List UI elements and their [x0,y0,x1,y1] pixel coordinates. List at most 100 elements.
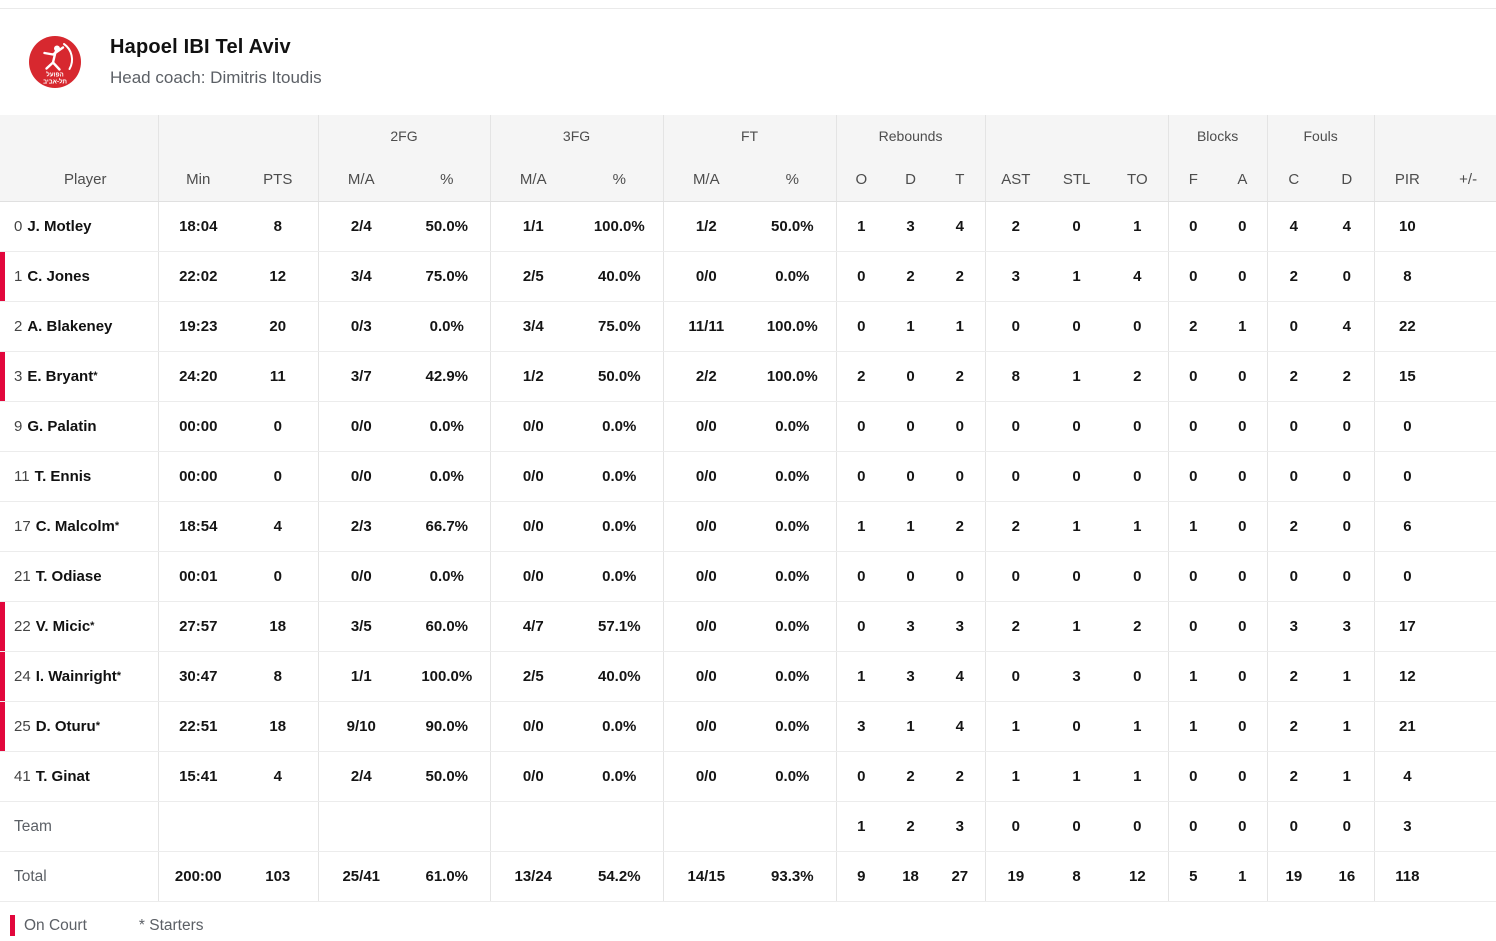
stat-blk-f: 1 [1168,701,1219,752]
stat-3fg-pct: 50.0% [576,351,664,402]
legend-on-court: On Court [24,916,87,934]
player-name: C. Malcolm [35,518,115,535]
stat-foul-c: 2 [1267,701,1321,752]
team-name: Hapoel IBI Tel Aviv [110,36,291,58]
team-header: הפועל תל-אביב Hapoel IBI Tel Aviv Head c… [0,9,1496,115]
stat-3fg-pct: 40.0% [576,651,664,702]
stat-reb-d: 1 [886,701,936,752]
stat-pir: 8 [1374,251,1441,302]
stat-blk-f: 0 [1168,551,1219,602]
stat-foul-d: 4 [1320,201,1375,252]
col-blk-a: A [1218,157,1268,202]
stat-plusminus [1440,801,1496,852]
stat-stl: 0 [1046,201,1108,252]
stat-to: 0 [1107,401,1169,452]
player-row: 11 T. Ennis 00:00 0 0/0 0.0% 0/0 0.0% 0/0 0.0% 0 0 0… [0,451,1496,502]
stat-reb-d: 3 [886,201,936,252]
stat-ft-pct: 0.0% [749,251,837,302]
stat-foul-d: 2 [1320,351,1375,402]
stat-foul-d: 3 [1320,601,1375,652]
stat-min: 18:54 [158,501,238,552]
stat-stl: 1 [1046,351,1108,402]
stat-min: 30:47 [158,651,238,702]
stat-reb-d: 18 [886,851,936,902]
stat-2fg-pct: 90.0% [404,701,491,752]
stat-pts: 18 [238,601,319,652]
stat-min: 22:02 [158,251,238,302]
stat-3fg-pct: 75.0% [576,301,664,352]
stat-blk-f: 0 [1168,351,1219,402]
stat-plusminus [1440,451,1496,502]
player-row: 41 T. Ginat 15:41 4 2/4 50.0% 0/0 0.0% 0/0 0.0% 0 2… [0,751,1496,802]
stat-reb-t: 2 [935,251,986,302]
group-spacer [1440,115,1496,157]
stat-stl: 1 [1046,251,1108,302]
col-reb-o: O [836,157,887,202]
stat-2fg-ma: 2/4 [318,751,404,802]
player-name: C. Jones [27,268,90,285]
stat-pir: 21 [1374,701,1441,752]
stat-2fg-pct: 0.0% [404,301,491,352]
stat-2fg-ma: 3/7 [318,351,404,402]
stat-blk-a: 0 [1218,601,1268,652]
stat-plusminus [1440,301,1496,352]
stat-reb-t: 2 [935,751,986,802]
stat-pts: 8 [238,201,319,252]
stat-blk-f: 5 [1168,851,1219,902]
stat-reb-t: 2 [935,501,986,552]
group-ft: FT [663,115,837,157]
stat-foul-c: 4 [1267,201,1321,252]
stat-2fg-pct [404,801,491,852]
stat-foul-c: 2 [1267,351,1321,402]
stat-to: 1 [1107,501,1169,552]
total-row-label: Total [0,851,159,902]
stat-to: 0 [1107,451,1169,502]
stat-pts: 20 [238,301,319,352]
player-name: A. Blakeney [27,318,113,335]
stat-2fg-ma: 25/41 [318,851,404,902]
stat-2fg-ma: 2/4 [318,201,404,252]
group-rebounds: Rebounds [836,115,986,157]
stat-plusminus [1440,651,1496,702]
jersey-number: 11 [14,468,30,485]
table-body: 0 J. Motley 18:04 8 2/4 50.0% 1/1 100.0% 1/2 50.0… [0,201,1496,902]
stat-2fg-pct: 0.0% [404,551,491,602]
stat-ast: 0 [985,451,1047,502]
stat-pts: 8 [238,651,319,702]
stat-foul-c: 2 [1267,751,1321,802]
stat-2fg-ma: 9/10 [318,701,404,752]
stat-ast: 1 [985,701,1047,752]
stat-reb-o: 1 [836,801,887,852]
player-name: T. Odiase [35,568,102,585]
stat-to: 1 [1107,201,1169,252]
col-pts: PTS [238,157,319,202]
group-fouls: Fouls [1267,115,1375,157]
stat-blk-a: 0 [1218,501,1268,552]
stat-pts: 18 [238,701,319,752]
stat-min: 00:01 [158,551,238,602]
player-cell: 24 I. Wainright* [0,651,159,702]
stat-ast: 0 [985,551,1047,602]
stat-3fg-pct: 0.0% [576,551,664,602]
stat-3fg-ma: 0/0 [490,751,577,802]
stat-reb-d: 1 [886,301,936,352]
stat-plusminus [1440,351,1496,402]
stat-stl: 0 [1046,301,1108,352]
group-spacer [985,115,1169,157]
stat-reb-t: 27 [935,851,986,902]
stat-ft-ma: 0/0 [663,601,750,652]
col-plusminus: +/- [1440,157,1496,202]
stat-blk-f: 0 [1168,451,1219,502]
stat-stl: 8 [1046,851,1108,902]
stat-ft-ma: 0/0 [663,701,750,752]
col-blk-f: F [1168,157,1219,202]
stat-pir: 17 [1374,601,1441,652]
stat-reb-o: 0 [836,251,887,302]
stat-pir: 0 [1374,551,1441,602]
col-reb-t: T [935,157,986,202]
stat-min: 19:23 [158,301,238,352]
col-player: Player [0,157,159,202]
stat-blk-a: 0 [1218,401,1268,452]
box-score-table: 2FG 3FG FT Rebounds Blocks Fouls Player … [0,115,1496,902]
stat-reb-d: 3 [886,651,936,702]
